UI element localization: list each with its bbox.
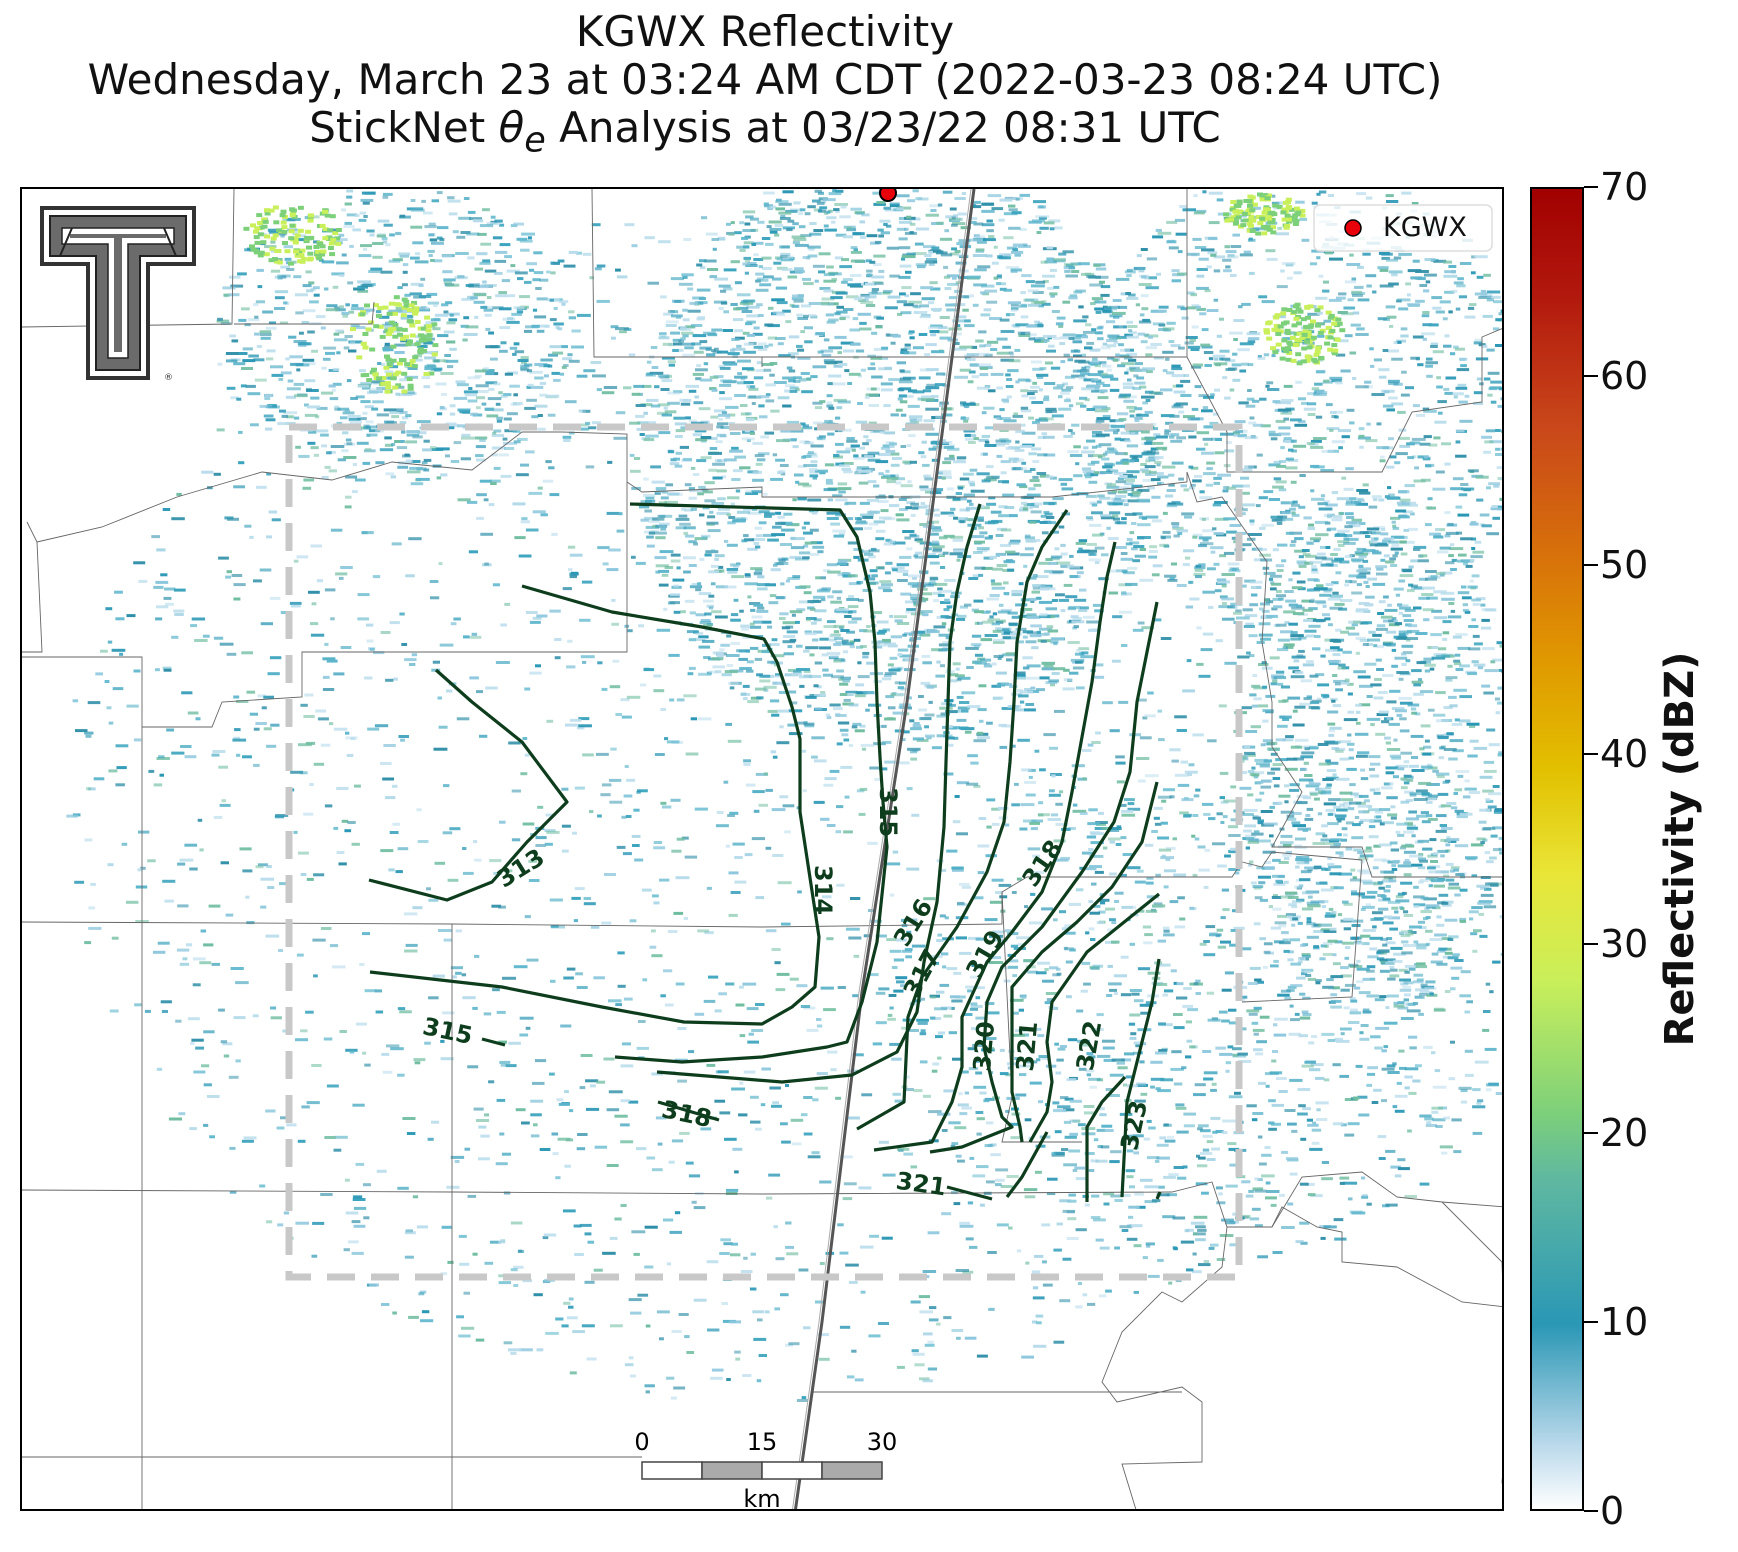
highway [792,189,976,1509]
title-line-2: Wednesday, March 23 at 03:24 AM CDT (202… [87,55,1443,104]
scale-bar: 0 15 30 km [634,1428,898,1511]
contour-label: 318 [659,1095,714,1133]
colorbar-tick [1584,186,1598,188]
colorbar-tick-label: 10 [1600,1299,1649,1344]
colorbar [1530,187,1584,1511]
kgwx-site-marker [879,189,897,202]
contour-314 [369,584,821,1026]
contour-315b [481,1037,506,1047]
scale-tick-0: 0 [634,1428,649,1456]
radar-map: 313 314 315 315 316 317 318 318 319 320 … [20,187,1504,1511]
colorbar-title: Reflectivity (dBZ) [1657,651,1703,1047]
title-line-1: KGWX Reflectivity [575,7,955,56]
contour-label: 316 [888,894,938,951]
contour-label: 313 [492,843,549,893]
colorbar-tick-label: 40 [1600,732,1649,777]
colorbar-tick [1584,1320,1598,1323]
contour-319 [929,601,1159,1154]
reflectivity-echoes [66,189,1502,1402]
contour-label: 320 [968,1020,1000,1072]
contour-label: 314 [809,865,837,915]
texas-tech-logo: ® [40,206,196,383]
colorbar-tick [1584,753,1598,756]
theta-e-contours [368,502,1162,1202]
colorbar-tick-label: 0 [1600,1489,1625,1533]
legend-label: KGWX [1383,212,1467,243]
contour-label: 315 [874,787,902,837]
contour-label: 322 [1071,1019,1107,1073]
contour-322 [1085,1075,1127,1202]
analysis-domain-box [285,423,1243,1281]
map-title: KGWX Reflectivity Wednesday, March 23 at… [0,8,1530,164]
colorbar-tick [1584,942,1598,945]
contour-label: 321 [1011,1020,1043,1072]
scale-tick-15: 15 [747,1428,778,1456]
county-boundaries [22,189,1502,1509]
legend-marker-icon [1344,219,1362,237]
contour-316 [656,503,982,1084]
contour-313 [368,668,569,902]
colorbar-tick-label: 50 [1600,543,1649,588]
colorbar-tick-label: 70 [1600,165,1649,209]
colorbar-tick [1584,375,1598,378]
colorbar-tick [1584,564,1598,567]
contour-label: 323 [1115,1098,1153,1153]
contour-323 [1120,958,1161,1198]
contour-320 [1010,781,1159,1143]
colorbar-tick-label: 30 [1600,921,1649,966]
contour-315a [614,502,889,1064]
contour-317 [856,509,1069,1131]
contour-318a [873,541,1117,1152]
contour-321a [1028,892,1161,1143]
title-line-3: StickNet θe Analysis at 03/23/22 08:31 U… [309,103,1221,161]
scale-unit: km [743,1485,780,1511]
scale-tick-30: 30 [867,1428,898,1456]
colorbar-tick-label: 60 [1600,354,1649,399]
colorbar-tick-label: 20 [1600,1110,1649,1155]
colorbar-tick [1584,1510,1598,1512]
contour-label: 319 [960,925,1009,982]
contour-323-tail [1155,1191,1162,1200]
colorbar-tick [1584,1131,1598,1134]
map-canvas: 313 314 315 315 316 317 318 318 319 320 … [22,189,1502,1511]
legend: KGWX [1313,204,1493,252]
contour-label: 321 [894,1167,948,1202]
contour-318b [657,1100,720,1122]
contour-321c [1005,1131,1049,1198]
contour-321b [946,1185,993,1201]
